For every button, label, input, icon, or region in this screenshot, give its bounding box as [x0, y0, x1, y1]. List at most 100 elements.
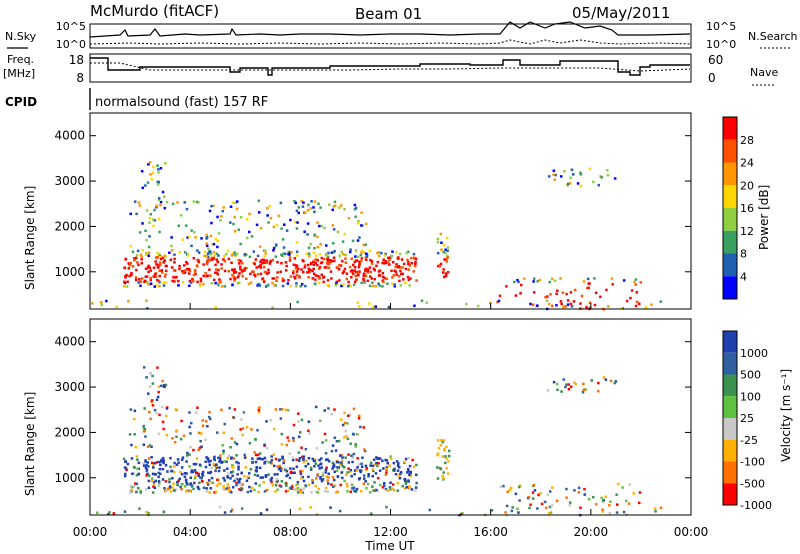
range-cell [345, 272, 349, 275]
range-cell [228, 489, 231, 493]
range-cell [157, 171, 160, 174]
range-cell [263, 490, 267, 493]
range-cell [151, 382, 155, 385]
range-cell [222, 206, 225, 209]
range-cell [193, 481, 196, 485]
range-cell [174, 276, 177, 279]
range-cell [222, 452, 225, 455]
range-cell [320, 224, 323, 228]
range-cell [384, 458, 387, 462]
range-cell [124, 276, 127, 279]
range-cell [323, 266, 326, 269]
range-cell [152, 275, 155, 278]
range-cell [602, 498, 605, 502]
range-cell [233, 479, 236, 483]
range-cell [236, 473, 239, 476]
range-cell [177, 461, 180, 464]
range-cell [314, 274, 317, 277]
range-cell [133, 409, 137, 413]
range-cell [375, 264, 378, 268]
range-cell [288, 452, 291, 455]
range-cell [548, 511, 551, 515]
range-cell [157, 484, 160, 488]
range-cell [159, 203, 162, 207]
range-cell [439, 443, 443, 447]
range-cell [440, 241, 443, 244]
range-cell [306, 209, 310, 212]
range-cell [201, 472, 204, 476]
range-cell [620, 307, 623, 310]
range-cell [568, 182, 572, 185]
range-cell [338, 509, 342, 513]
range-cell [399, 472, 402, 476]
range-cell [536, 280, 539, 283]
range-cell [593, 277, 596, 280]
range-cell [146, 181, 150, 184]
colorbar-segment [723, 276, 737, 299]
range-cell [142, 426, 145, 430]
range-cell [532, 483, 536, 487]
range-cell [181, 270, 184, 273]
range-cell [441, 455, 444, 458]
range-cell [298, 274, 301, 278]
nave-ytick-bottom: 0 [708, 71, 716, 85]
range-cell [147, 254, 150, 257]
range-cell [343, 466, 346, 469]
range-cell [187, 252, 190, 256]
range-cell [130, 457, 134, 460]
range-cell [313, 233, 316, 236]
range-cell [517, 511, 520, 514]
range-cell [123, 474, 127, 478]
range-cell [585, 306, 588, 309]
range-cell [306, 233, 309, 236]
range-cell [208, 250, 212, 253]
range-cell [293, 200, 296, 203]
range-cell [245, 277, 248, 280]
range-cell [533, 489, 537, 492]
range-cell [145, 376, 148, 379]
range-cell [398, 477, 402, 480]
power-heatmap [91, 161, 662, 311]
range-cell [205, 275, 208, 278]
range-cell [358, 264, 361, 267]
range-cell [318, 277, 321, 280]
range-cell [292, 488, 296, 491]
nsky-label: N.Sky [5, 30, 37, 43]
range-cell [232, 275, 235, 279]
range-cell [338, 462, 342, 466]
range-cell [294, 201, 297, 205]
range-cell [574, 383, 578, 386]
range-cell [307, 456, 311, 460]
range-cell [151, 404, 155, 407]
range-cell [195, 457, 199, 460]
range-cell [570, 168, 574, 171]
range-cell [382, 280, 385, 284]
range-cell [150, 456, 153, 459]
range-cell [437, 264, 440, 268]
colorbar-segment [723, 439, 737, 462]
range-cell [285, 470, 289, 473]
range-cell [170, 266, 174, 269]
range-cell [258, 452, 262, 455]
range-cell [165, 489, 168, 492]
range-cell [145, 299, 148, 302]
range-cell [137, 263, 140, 267]
range-cell [136, 467, 139, 471]
range-cell [241, 433, 244, 437]
range-cell [273, 473, 276, 476]
range-cell [178, 264, 181, 268]
range-cell [259, 260, 262, 264]
range-cell [312, 267, 315, 271]
range-cell [161, 190, 165, 194]
range-cell [274, 457, 278, 461]
range-cell [188, 284, 191, 287]
range-cell [229, 510, 233, 513]
range-cell [168, 251, 171, 254]
range-cell [442, 477, 446, 480]
range-cell [259, 457, 262, 461]
range-cell [147, 163, 150, 166]
range-cell [281, 277, 284, 280]
range-cell [382, 467, 385, 470]
range-cell [135, 254, 139, 257]
range-cell [137, 461, 141, 465]
